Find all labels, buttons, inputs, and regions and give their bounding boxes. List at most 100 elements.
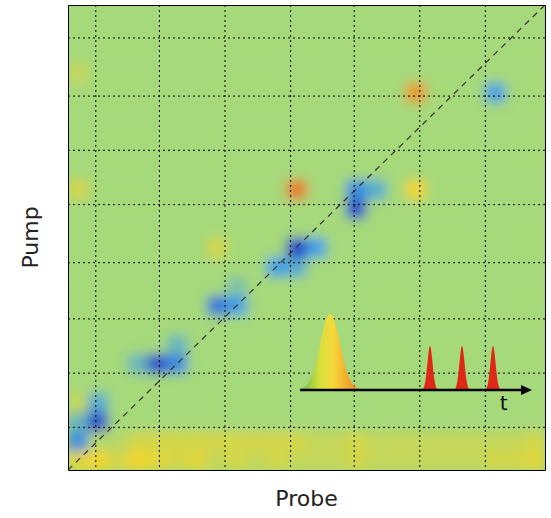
cell xyxy=(525,179,545,199)
cell xyxy=(148,238,168,258)
cell xyxy=(406,63,426,83)
cell xyxy=(346,276,366,296)
cell xyxy=(326,238,346,258)
cell xyxy=(406,218,426,238)
cell xyxy=(466,24,486,44)
cell xyxy=(207,257,227,277)
cell xyxy=(187,160,207,180)
cell xyxy=(287,334,307,354)
cell xyxy=(128,102,148,122)
cell xyxy=(406,179,426,199)
cell xyxy=(485,315,505,335)
cell xyxy=(307,412,327,432)
cell xyxy=(108,451,128,470)
cell xyxy=(108,160,128,180)
cell xyxy=(386,296,406,316)
cell xyxy=(287,63,307,83)
cell xyxy=(446,431,466,451)
cell xyxy=(207,276,227,296)
cell xyxy=(68,431,88,451)
cell xyxy=(446,44,466,64)
grid-line xyxy=(95,5,96,470)
cell xyxy=(326,296,346,316)
cell xyxy=(386,160,406,180)
cell xyxy=(346,238,366,258)
cell xyxy=(68,5,88,25)
cell xyxy=(366,179,386,199)
cell xyxy=(128,5,148,25)
cell xyxy=(88,160,108,180)
cell xyxy=(148,431,168,451)
cell xyxy=(386,102,406,122)
cell xyxy=(466,102,486,122)
cell xyxy=(187,179,207,199)
cell xyxy=(88,121,108,141)
cell xyxy=(406,393,426,413)
cell xyxy=(525,334,545,354)
cell xyxy=(167,5,187,25)
cell xyxy=(505,354,525,374)
cell xyxy=(148,24,168,44)
cell xyxy=(128,121,148,141)
cell xyxy=(485,218,505,238)
cell xyxy=(207,44,227,64)
cell xyxy=(426,451,446,470)
cell xyxy=(247,412,267,432)
cell xyxy=(267,44,287,64)
cell xyxy=(227,412,247,432)
cell xyxy=(68,121,88,141)
cell xyxy=(466,296,486,316)
cell xyxy=(108,354,128,374)
cell xyxy=(426,393,446,413)
cell xyxy=(148,354,168,374)
cell xyxy=(406,44,426,64)
cell xyxy=(148,276,168,296)
cell xyxy=(167,63,187,83)
cell xyxy=(466,315,486,335)
cell xyxy=(406,238,426,258)
cell xyxy=(88,315,108,335)
cell xyxy=(167,44,187,64)
cell xyxy=(207,296,227,316)
cell xyxy=(346,393,366,413)
cell xyxy=(466,179,486,199)
cell xyxy=(366,431,386,451)
cell xyxy=(346,83,366,103)
cell xyxy=(505,24,525,44)
cell xyxy=(386,218,406,238)
cell xyxy=(187,451,207,470)
cell xyxy=(128,199,148,219)
cell xyxy=(88,44,108,64)
cell xyxy=(406,296,426,316)
x-axis-title: Probe xyxy=(275,486,337,511)
grid-line xyxy=(68,318,545,319)
cell xyxy=(525,63,545,83)
cell xyxy=(525,199,545,219)
cell xyxy=(466,121,486,141)
cell xyxy=(68,63,88,83)
cell xyxy=(287,102,307,122)
cell xyxy=(366,238,386,258)
grid xyxy=(68,5,545,470)
cell xyxy=(366,83,386,103)
cell xyxy=(128,257,148,277)
cell xyxy=(167,199,187,219)
cell xyxy=(485,121,505,141)
cell xyxy=(187,276,207,296)
cell xyxy=(128,393,148,413)
cell xyxy=(426,315,446,335)
cell xyxy=(267,238,287,258)
cell xyxy=(326,218,346,238)
cell xyxy=(148,393,168,413)
cell xyxy=(386,179,406,199)
cell xyxy=(426,5,446,25)
cell xyxy=(128,334,148,354)
cell xyxy=(128,24,148,44)
cell xyxy=(287,257,307,277)
cell xyxy=(128,296,148,316)
cell xyxy=(307,238,327,258)
cell xyxy=(525,412,545,432)
cell xyxy=(505,431,525,451)
cell xyxy=(167,83,187,103)
cell xyxy=(525,451,545,470)
